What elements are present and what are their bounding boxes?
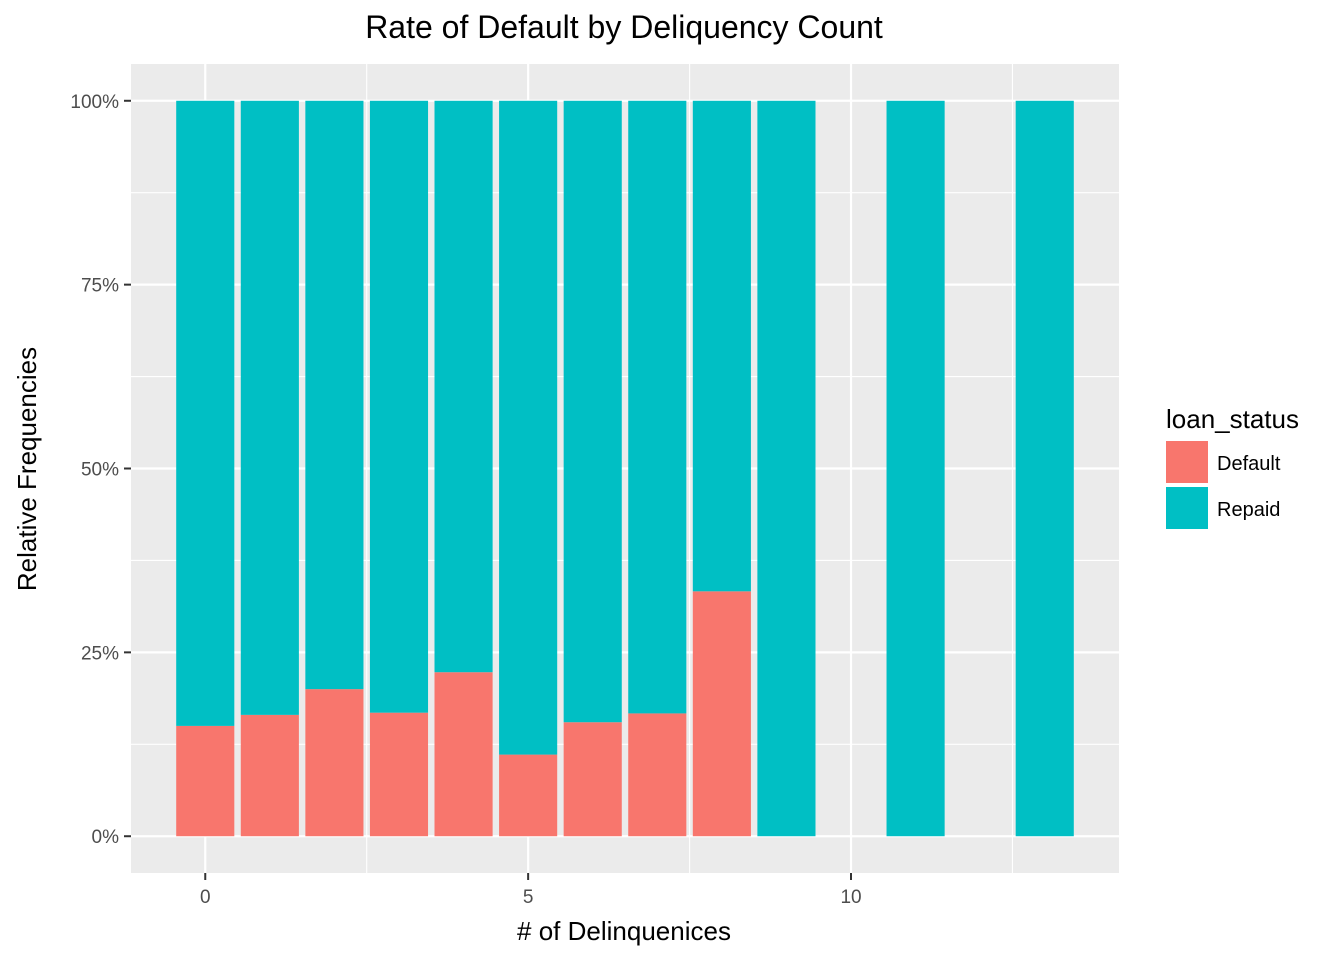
bar-default-8: [692, 591, 751, 837]
chart-title: Rate of Default by Deliquency Count: [365, 9, 883, 45]
x-tick-label: 0: [200, 887, 211, 908]
legend-label-default: Default: [1217, 453, 1281, 475]
x-axis: 0 5 10: [200, 873, 862, 908]
bars: [176, 100, 1074, 837]
bar-repaid-11: [886, 100, 945, 837]
bar-repaid-8: [692, 100, 751, 592]
bar-default-2: [305, 689, 364, 837]
x-tick-label: 10: [840, 887, 861, 908]
bar-repaid-9: [757, 100, 816, 837]
bar-repaid-5: [499, 100, 558, 755]
x-axis-title: # of Delinquenices: [517, 916, 731, 946]
bar-repaid-2: [305, 100, 364, 690]
bar-default-4: [434, 672, 493, 837]
bar-default-5: [499, 754, 558, 837]
bar-repaid-6: [563, 100, 622, 723]
bar-default-6: [563, 722, 622, 837]
legend: loan_status Default Repaid: [1166, 404, 1299, 529]
legend-swatch-default: [1166, 441, 1208, 483]
bar-repaid-7: [628, 100, 687, 714]
y-tick-label: 25%: [81, 643, 119, 664]
bar-default-3: [369, 712, 429, 837]
bar-repaid-13: [1015, 100, 1074, 837]
bar-default-7: [628, 713, 687, 837]
bar-default-1: [240, 714, 299, 837]
y-tick-label: 0%: [92, 827, 120, 848]
bar-repaid-1: [240, 100, 299, 715]
legend-swatch-repaid: [1166, 487, 1208, 529]
bar-repaid-0: [176, 100, 235, 726]
bar-repaid-3: [369, 100, 429, 713]
x-tick-label: 5: [523, 887, 534, 908]
y-tick-label: 100%: [70, 92, 119, 113]
y-axis: 0% 25% 50% 75% 100%: [70, 92, 131, 848]
y-axis-title: Relative Frequencies: [12, 347, 42, 591]
bar-default-0: [176, 725, 235, 837]
y-tick-label: 50%: [81, 460, 119, 481]
legend-entries: Default Repaid: [1166, 441, 1281, 529]
bar-repaid-4: [434, 100, 493, 673]
y-tick-label: 75%: [81, 276, 119, 297]
legend-title: loan_status: [1166, 404, 1299, 434]
legend-label-repaid: Repaid: [1217, 499, 1280, 521]
